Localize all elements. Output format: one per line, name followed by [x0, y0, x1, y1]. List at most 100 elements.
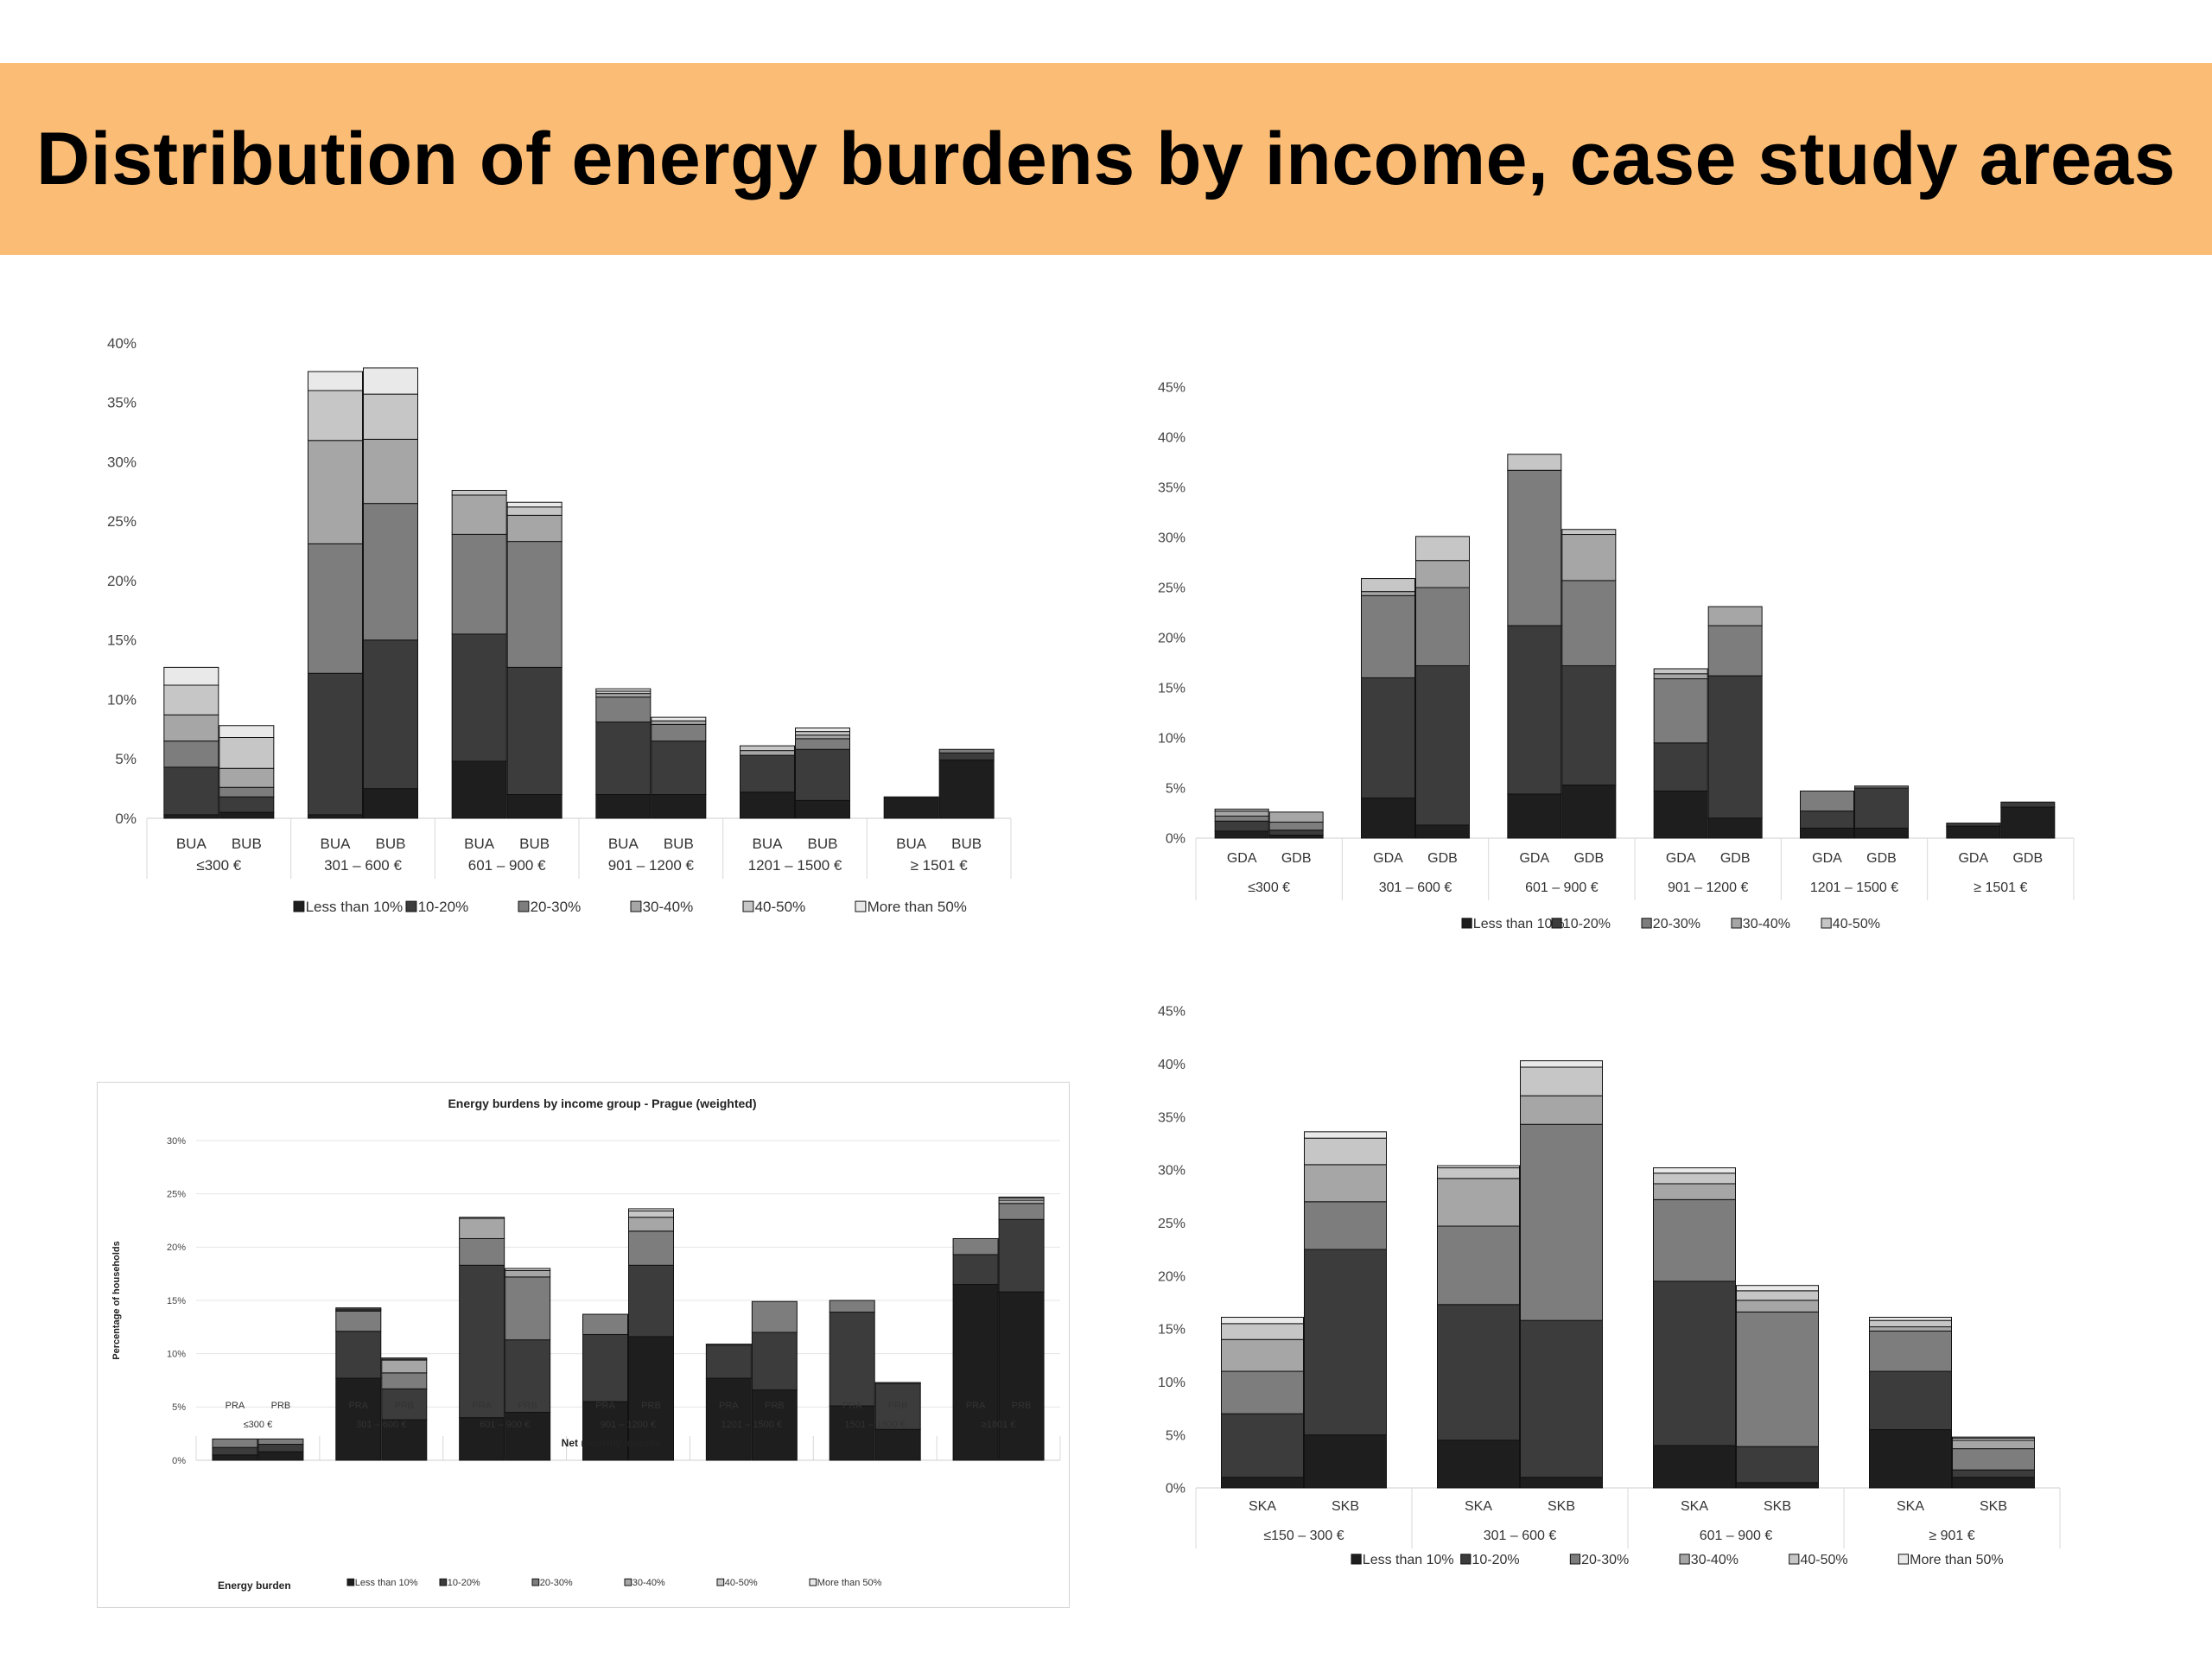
y-tick-label: 30%	[1158, 1164, 1185, 1179]
bar-segment-less-than-10	[1869, 1429, 1952, 1489]
x-group-label: 601 – 900 €	[480, 1420, 530, 1430]
x-group-label: ≤300 €	[196, 857, 241, 874]
bar-segment-less-than-10	[705, 1377, 752, 1461]
y-tick-label: 25%	[107, 513, 137, 530]
bar-segment-more-than-50	[506, 501, 563, 508]
x-subcategory-label: PRA	[719, 1401, 739, 1411]
bar-segment-more-than-50	[1952, 1436, 2035, 1439]
bar-segment-20-30	[1304, 1201, 1387, 1250]
bar-segment-30-40	[506, 514, 563, 543]
y-tick-label: 20%	[107, 573, 137, 589]
x-subcategory-label: BUA	[176, 836, 207, 852]
y-tick-label: 10%	[1158, 1376, 1185, 1390]
bar-segment-30-40	[308, 440, 363, 544]
bar-segment-less-than-10	[1800, 827, 1854, 839]
legend-label: 30-40%	[1743, 917, 1790, 931]
bar-segment-10-20	[1653, 742, 1708, 791]
bar-segment-40-50	[451, 490, 507, 496]
bar-segment-20-30	[1736, 1311, 1819, 1447]
bar-segment-less-than-10	[1736, 1482, 1819, 1489]
bar-segment-20-30	[451, 533, 507, 635]
x-subcategory-label: GDA	[1373, 851, 1403, 866]
legend-label: 40-50%	[755, 899, 806, 915]
bar-segment-10-20	[308, 672, 363, 816]
legend-swatch	[1351, 1554, 1362, 1565]
bar-segment-less-than-10	[1361, 798, 1415, 839]
x-group-label: ≥ 1501 €	[911, 857, 969, 874]
x-group-label: 1501 – 1800 €	[845, 1420, 906, 1430]
y-tick-label: 45%	[1158, 1005, 1185, 1020]
bar-segment-40-50	[1437, 1167, 1520, 1179]
y-tick-label: 35%	[1158, 1110, 1185, 1125]
bar-segment-30-40	[1520, 1095, 1603, 1125]
bar-segment-more-than-50	[1221, 1317, 1304, 1325]
bar-segment-10-20	[582, 1333, 628, 1402]
x-subcategory-label: BUB	[808, 836, 838, 852]
bar-segment-10-20	[219, 796, 275, 813]
x-subcategory-label: BUA	[896, 836, 927, 852]
bar-segment-30-40	[1437, 1178, 1520, 1227]
y-tick-label: 10%	[167, 1350, 186, 1360]
x-subcategory-label: PRB	[888, 1401, 908, 1411]
bar-segment-less-than-10	[651, 794, 707, 819]
bar-segment-less-than-10	[883, 796, 939, 819]
y-tick-label: 10%	[1158, 732, 1185, 747]
x-group-label: 301 – 600 €	[324, 857, 402, 874]
bar-segment-30-40	[595, 693, 652, 698]
bar-segment-20-30	[1952, 1448, 2035, 1471]
bar-segment-30-40	[651, 720, 707, 725]
x-subcategory-label: SKA	[1465, 1499, 1492, 1514]
x-subcategory-label: PRB	[641, 1401, 661, 1411]
bar-segment-30-40	[1736, 1300, 1819, 1313]
bar-segment-40-50	[1507, 454, 1562, 471]
y-tick-label: 45%	[1158, 381, 1185, 396]
x-group-label: ≥ 1501 €	[1974, 880, 2027, 895]
page-title: Distribution of energy burdens by income…	[36, 118, 2176, 200]
bar-segment-less-than-10	[459, 1417, 505, 1461]
bar-segment-less-than-10	[1653, 1445, 1736, 1489]
bar-segment-10-20	[212, 1446, 258, 1456]
bar-segment-less-than-10	[505, 1412, 551, 1461]
y-tick-label: 40%	[1158, 1058, 1185, 1072]
title-banner: Distribution of energy burdens by income…	[0, 63, 2212, 255]
x-subcategory-label: BUB	[232, 836, 262, 852]
legend-label: Less than 10%	[1473, 917, 1565, 931]
bar-segment-20-30	[1214, 815, 1269, 822]
bar-segment-more-than-50	[308, 371, 363, 391]
x-subcategory-label: PRB	[271, 1401, 291, 1411]
bar-segment-more-than-50	[1437, 1165, 1520, 1169]
legend-label: Less than 10%	[355, 1578, 418, 1588]
legend-swatch	[531, 1578, 540, 1586]
bar-segment-less-than-10	[952, 1284, 999, 1461]
bar-segment-less-than-10	[595, 794, 652, 819]
bar-segment-10-20	[1520, 1319, 1603, 1478]
x-group-label: ≤300 €	[244, 1420, 273, 1430]
bar-segment-20-30	[1854, 785, 1909, 789]
bar-segment-less-than-10	[308, 814, 363, 819]
bar-segment-20-30	[938, 748, 995, 753]
bar-segment-40-50	[628, 1210, 674, 1218]
y-tick-label: 10%	[107, 691, 137, 708]
bar-segment-less-than-10	[1214, 830, 1269, 839]
bar-segment-10-20	[363, 639, 418, 790]
x-group-label: 1201 – 1500 €	[721, 1420, 782, 1430]
bar-segment-30-40	[1653, 673, 1708, 680]
bar-segment-40-50	[219, 737, 275, 769]
legend-swatch	[1897, 1554, 1910, 1565]
bar-segment-10-20	[2000, 801, 2056, 808]
bar-segment-10-20	[1653, 1281, 1736, 1446]
bar-segment-less-than-10	[1561, 785, 1617, 839]
bar-segment-20-30	[1800, 790, 1854, 812]
bar-segment-10-20	[1869, 1370, 1952, 1431]
x-group-label: 901 – 1200 €	[1668, 880, 1749, 895]
x-group-label: 901 – 1200 €	[601, 1420, 656, 1430]
bar-segment-less-than-10	[998, 1291, 1045, 1461]
bar-segment-20-30	[1561, 580, 1617, 666]
bar-segment-more-than-50	[1520, 1060, 1603, 1068]
x-subcategory-label: GDB	[1720, 851, 1751, 866]
x-subcategory-label: BUA	[753, 836, 784, 852]
y-tick-label: 30%	[107, 454, 137, 470]
bar-segment-less-than-10	[1221, 1477, 1304, 1489]
legend-swatch	[1789, 1554, 1800, 1565]
bar-segment-10-20	[874, 1382, 921, 1430]
